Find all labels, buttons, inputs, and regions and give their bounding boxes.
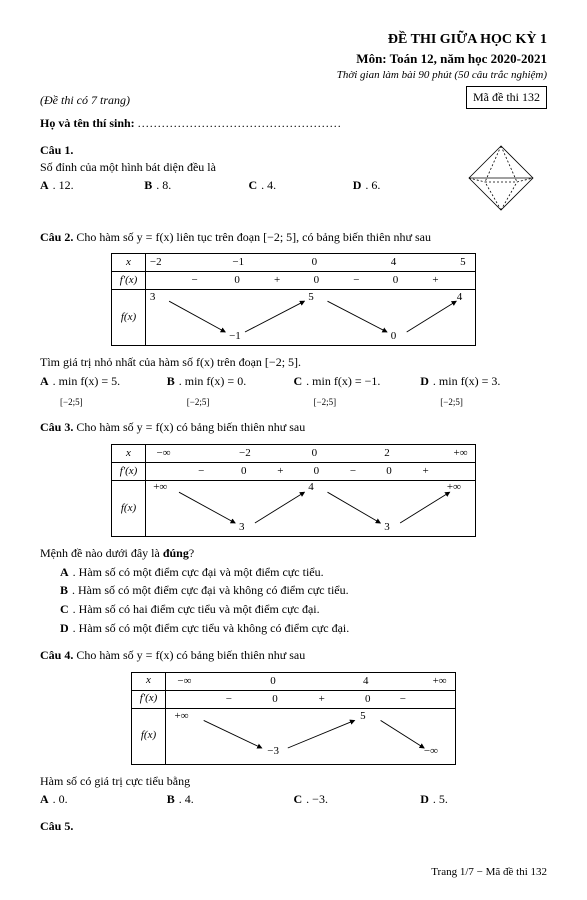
name-row: Họ và tên thí sinh: ....................… [40, 115, 547, 132]
q3-answers: A. Hàm số có một điểm cực đại và một điể… [40, 564, 547, 637]
title-main: ĐỀ THI GIỮA HỌC KỲ 1 [337, 30, 547, 50]
q4-opt-b: B. 4. [167, 791, 294, 808]
q2-opt-c: C. min f(x) = −1.[−2;5] [294, 373, 421, 409]
q2-opt-a: A. min f(x) = 5.[−2;5] [40, 373, 167, 409]
q4-opt-a: A. 0. [40, 791, 167, 808]
q4-opt-c: C. −3. [294, 791, 421, 808]
q1-opt-d: D. 6. [353, 177, 457, 194]
q3-ans-d: D. Hàm số có một điểm cực tiểu và không … [60, 620, 547, 637]
q4-options: A. 0. B. 4. C. −3. D. 5. [40, 791, 547, 808]
q1-options: A. 12. B. 8. C. 4. D. 6. [40, 177, 457, 194]
exam-code-box: Mã đề thi 132 [466, 86, 547, 109]
q3-ans-b: B. Hàm số có một điểm cực đại và không c… [60, 582, 547, 599]
question-4: Câu 4. Cho hàm số y = f(x) có bảng biến … [40, 647, 547, 808]
q4-title: Câu 4. [40, 648, 73, 662]
q2-opt-b: B. min f(x) = 0.[−2;5] [167, 373, 294, 409]
q4-table-wrap: x−∞04+∞f'(x)−0+0−f(x)+∞−35−∞ [40, 672, 547, 765]
q3-title: Câu 3. [40, 420, 73, 434]
octahedron-diagram [457, 142, 547, 219]
question-3: Câu 3. Cho hàm số y = f(x) có bảng biến … [40, 419, 547, 637]
question-2: Câu 2. Cho hàm số y = f(x) liên tục trên… [40, 229, 547, 409]
name-dots: ........................................… [138, 116, 342, 130]
q3-intro: Cho hàm số y = f(x) có bảng biến thiên n… [76, 420, 305, 434]
q4-intro: Cho hàm số y = f(x) có bảng biến thiên n… [76, 648, 305, 662]
q1-title: Câu 1. [40, 143, 73, 157]
header-row: (Đề thi có 7 trang) ĐỀ THI GIỮA HỌC KỲ 1… [40, 30, 547, 109]
q3-table-wrap: x−∞−202+∞f'(x)−0+0−0+f(x)+∞343+∞ [40, 444, 547, 537]
question-1: Câu 1. Số đỉnh của một hình bát diện đều… [40, 142, 547, 219]
page-footer: Trang 1/7 − Mã đề thi 132 [40, 865, 547, 880]
name-label: Họ và tên thí sinh: [40, 116, 135, 130]
q4-opt-d: D. 5. [420, 791, 547, 808]
q1-opt-b: B. 8. [144, 177, 248, 194]
q1-opt-c: C. 4. [249, 177, 353, 194]
q1-opt-a: A. 12. [40, 177, 144, 194]
question-5: Câu 5. [40, 818, 547, 835]
q3-sub: Mệnh đề nào dưới đây là đúng? [40, 545, 547, 562]
q2-options: A. min f(x) = 5.[−2;5] B. min f(x) = 0.[… [40, 373, 547, 409]
q3-ans-c: C. Hàm số có hai điểm cực tiểu và một đi… [60, 601, 547, 618]
q4-sub: Hàm số có giá trị cực tiểu bằng [40, 773, 547, 790]
q2-opt-d: D. min f(x) = 3.[−2;5] [420, 373, 547, 409]
q2-title: Câu 2. [40, 230, 73, 244]
header-right: ĐỀ THI GIỮA HỌC KỲ 1 Môn: Toán 12, năm h… [337, 30, 547, 109]
q3-ans-a: A. Hàm số có một điểm cực đại và một điể… [60, 564, 547, 581]
q2-table-wrap: x−2−1045f'(x)−0+0−0+f(x)3−1504 [40, 253, 547, 346]
title-sub: Môn: Toán 12, năm học 2020-2021 [337, 50, 547, 68]
pages-note: (Đề thi có 7 trang) [40, 92, 130, 109]
q2-sub: Tìm giá trị nhỏ nhất của hàm số f(x) trê… [40, 354, 547, 371]
q5-title: Câu 5. [40, 819, 73, 833]
title-time: Thời gian làm bài 90 phút (50 câu trắc n… [337, 68, 547, 83]
q1-text: Số đỉnh của một hình bát diện đều là [40, 159, 457, 176]
q2-intro: Cho hàm số y = f(x) liên tục trên đoạn [… [76, 230, 431, 244]
